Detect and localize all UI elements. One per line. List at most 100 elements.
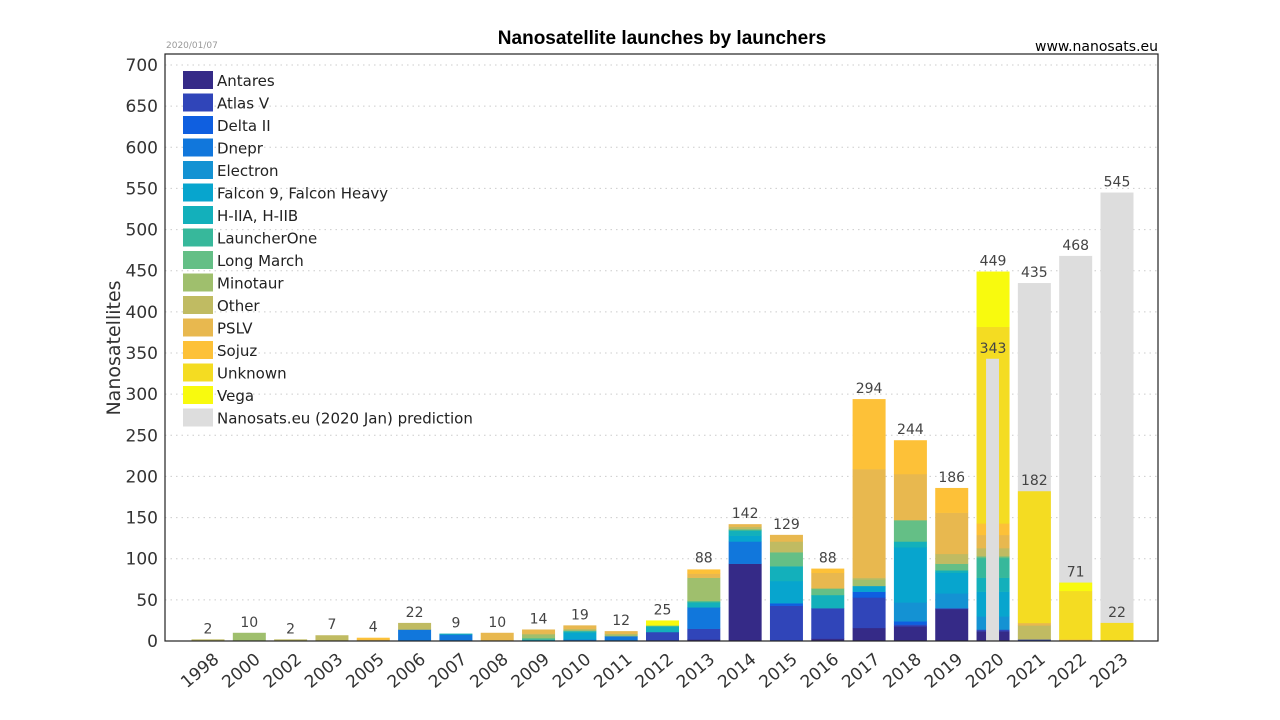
prediction-label: 468	[1062, 238, 1089, 254]
y-tick-label: 250	[126, 426, 158, 446]
bar-segment-vega	[1059, 582, 1093, 592]
bar-segment-other	[563, 628, 597, 631]
total-label: 10	[488, 615, 506, 631]
bar-segment-antares	[852, 627, 886, 642]
bars	[191, 192, 1134, 642]
bar-segment-long-march	[893, 520, 927, 542]
bar-segment-vega	[646, 620, 679, 626]
bar-segment-h-iia-h-iib	[769, 566, 803, 582]
legend-label: Unknown	[217, 365, 287, 383]
bar-segment-pslv	[893, 473, 927, 521]
y-tick-label: 600	[126, 138, 158, 158]
bar-segment-falcon-9-falcon-heavy	[852, 585, 886, 592]
x-tick-label: 2015	[756, 650, 802, 693]
y-tick-label: 450	[126, 262, 158, 282]
bar-segment-unknown	[1017, 491, 1051, 624]
bar-segment-h-iia-h-iib	[439, 633, 473, 635]
bar-segment-atlas-v	[769, 605, 803, 642]
bar-segment-other	[935, 553, 969, 564]
legend-swatch	[183, 273, 213, 292]
bar-segment-unknown	[1100, 622, 1134, 642]
bar-segment-pslv	[1059, 639, 1093, 642]
bar-segment-other	[191, 639, 225, 642]
total-label: 129	[773, 517, 800, 533]
bar-segment-atlas-v	[893, 624, 927, 627]
x-tick-label: 1998	[177, 650, 223, 693]
bar-segment-dnepr	[439, 634, 473, 642]
bar-segment-antares	[893, 626, 927, 642]
bar-segment-pslv	[563, 625, 597, 629]
total-label: 10	[240, 615, 258, 631]
total-label: 4	[369, 620, 378, 636]
x-tick-label: 2014	[714, 650, 760, 693]
bar-segment-other	[522, 633, 556, 635]
bar-segment-delta-ii	[769, 603, 803, 606]
bar-segment-pslv	[687, 573, 721, 578]
y-tick-label: 50	[136, 591, 158, 611]
bar-segment-atlas-v	[1017, 639, 1051, 642]
x-tick-label: 2007	[425, 650, 471, 693]
legend-label: Nanosats.eu (2020 Jan) prediction	[217, 410, 473, 428]
bar-segment-antares	[728, 563, 762, 642]
legend-swatch	[183, 408, 213, 427]
bar-segment-delta-ii	[893, 621, 927, 625]
legend-swatch	[183, 228, 213, 247]
bar-segment-antares	[935, 608, 969, 642]
y-tick-label: 100	[126, 550, 158, 570]
gridlines	[165, 64, 1158, 601]
bar-segment-long-march	[687, 600, 721, 602]
bar-segment-other	[604, 633, 638, 635]
bar-segment-dnepr	[563, 639, 597, 642]
y-tick-label: 150	[126, 509, 158, 529]
y-axis-label: Nanosatellites	[103, 280, 125, 415]
total-label: 19	[571, 607, 589, 623]
legend-swatch	[183, 363, 213, 382]
bar-segment-sojuz	[356, 637, 390, 640]
x-tick-label: 2006	[384, 650, 430, 693]
bar-segment-falcon-9-falcon-heavy	[935, 572, 969, 594]
total-label: 449	[980, 254, 1007, 270]
bar-segment-other	[274, 639, 308, 642]
bar-segment-sojuz	[935, 487, 969, 513]
total-label: 12	[612, 613, 630, 629]
x-tick-label: 2013	[673, 650, 719, 693]
bar-segment-minotaur	[522, 634, 556, 639]
bar-segment-long-march	[811, 588, 845, 596]
prediction-bar	[1100, 192, 1134, 642]
legend-label: Atlas V	[217, 95, 270, 113]
total-label: 88	[695, 551, 713, 567]
legend-swatch	[183, 318, 213, 337]
legend-swatch	[183, 138, 213, 157]
bar-segment-launcherone	[728, 529, 762, 532]
plot-frame	[164, 53, 1159, 642]
legend-label: Long March	[217, 252, 304, 270]
total-label: 7	[327, 617, 336, 633]
x-tick-label: 2022	[1045, 650, 1091, 693]
legend-swatch	[183, 93, 213, 112]
source-label: www.nanosats.eu	[1035, 39, 1158, 55]
x-tick-label: 2011	[590, 650, 636, 693]
total-label: 25	[654, 602, 672, 618]
legend-label: Sojuz	[217, 342, 257, 360]
legend-label: Dnepr	[217, 140, 264, 158]
bar-segment-unknown	[1059, 590, 1093, 640]
x-tick-label: 2010	[549, 650, 595, 693]
legend-swatch	[183, 183, 213, 202]
x-tick-label: 2016	[797, 650, 843, 693]
bar-segment-other	[769, 541, 803, 553]
bar-segment-pslv	[604, 631, 638, 634]
legend-swatch	[183, 161, 213, 179]
bar-segment-dnepr	[398, 629, 432, 642]
total-label: 22	[406, 605, 424, 621]
total-label: 186	[938, 470, 965, 486]
x-tick-label: 2012	[632, 650, 678, 693]
bar-segment-antares	[811, 638, 845, 642]
bar-segment-falcon-9-falcon-heavy	[769, 580, 803, 604]
bar-segment-h-iia-h-iib	[728, 530, 762, 536]
total-label: 142	[732, 506, 759, 522]
bar-segment-pslv	[811, 572, 845, 589]
x-tick-label: 2002	[260, 650, 306, 693]
bar-segment-pslv	[522, 629, 556, 634]
date-note: 2020/01/07	[166, 41, 218, 51]
